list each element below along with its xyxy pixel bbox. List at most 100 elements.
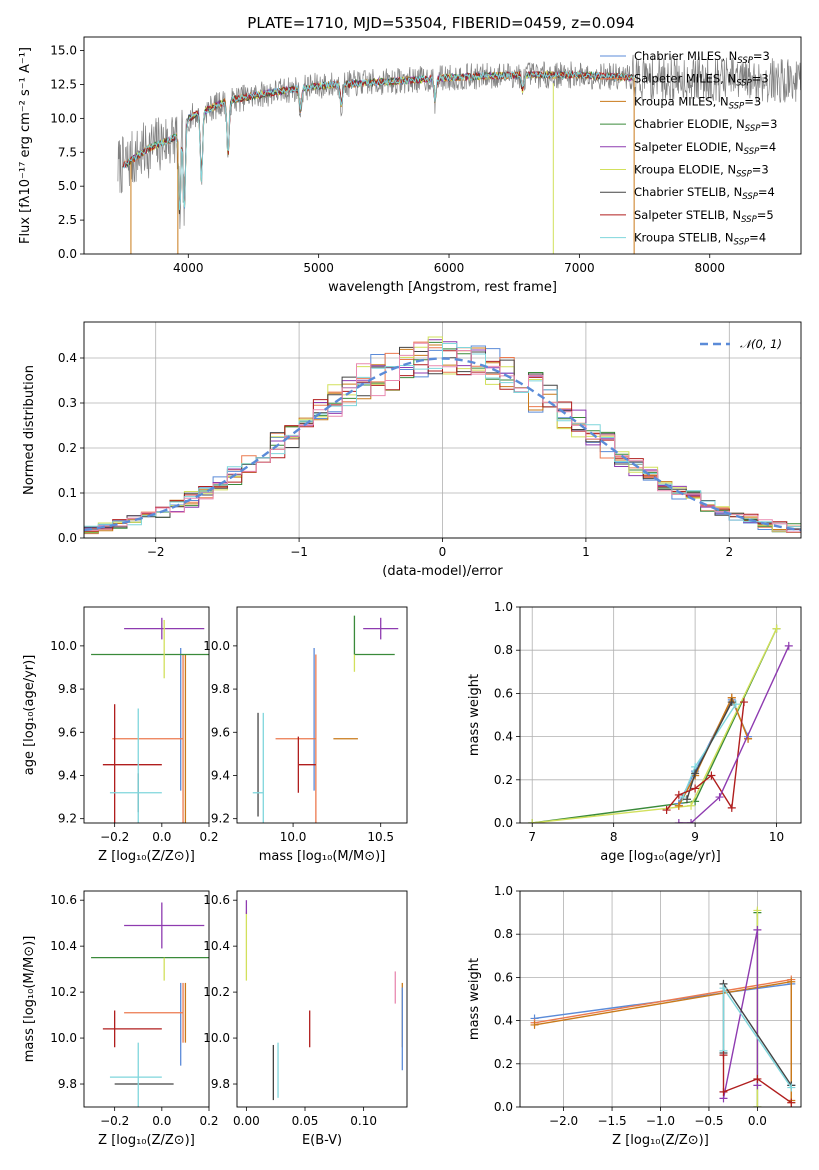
series-marker xyxy=(662,806,671,815)
y-tick-label: 9.4 xyxy=(58,768,77,782)
series-marker xyxy=(530,1020,539,1029)
legend-entry: Kroupa ELODIE, NSSP=3 xyxy=(634,163,769,180)
series-chabrier-stelib xyxy=(682,698,736,804)
legend-entry-equals: = xyxy=(752,72,762,86)
axes-frame xyxy=(83,606,210,824)
legend-entry-prefix: , N xyxy=(726,185,742,199)
panel-mass_vs_EBV: 0.00 0.05 0.10 9.8 10.0 10.2 10.4 10.6 E(B-V) xyxy=(203,890,408,1148)
plot-area-residuals xyxy=(84,336,801,538)
x-tick-label: 5000 xyxy=(303,261,334,275)
legend-entry: Chabrier MILES, NSSP=3 xyxy=(634,49,770,66)
legend-entry-prefix: , N xyxy=(729,117,745,131)
legend-entry: Kroupa STELIB, NSSP=4 xyxy=(634,231,766,248)
series-salpeter-miles xyxy=(530,975,796,1107)
legend-entry: Salpeter ELODIE, NSSP=4 xyxy=(634,140,776,157)
series-marker xyxy=(687,801,696,810)
y-tick-label: 9.8 xyxy=(58,682,77,696)
legend-entry-subscript: SSP xyxy=(734,238,750,248)
y-tick-label: 15.0 xyxy=(50,44,77,58)
x-tick-label: 2 xyxy=(725,545,733,559)
errorbar-point xyxy=(102,704,162,823)
legend-entry-subscript: SSP xyxy=(742,192,758,202)
y-tick-label: 0.4 xyxy=(494,1014,513,1028)
series-marker xyxy=(727,803,736,812)
x-tick-label: 0.10 xyxy=(350,1114,377,1128)
y-tick-label: 10.4 xyxy=(203,939,230,953)
y-axis-label: Flux [fλ10⁻¹⁷ erg cm⁻² s⁻¹ A⁻¹] xyxy=(18,47,33,244)
panel-spectrum: 4000 5000 6000 7000 8000 0.0 2.5 5.0 7.5 10.0 12.5… xyxy=(18,36,802,295)
series-line xyxy=(666,701,745,811)
x-tick-label: 0.0 xyxy=(748,1114,767,1128)
y-axis-label: age [log₁₀(age/yr)] xyxy=(22,655,37,776)
series-marker xyxy=(753,1103,762,1107)
y-tick-label: 9.8 xyxy=(58,1077,77,1091)
legend-entry-subscript: SSP xyxy=(744,147,760,157)
y-axis-label: Normed distribution xyxy=(22,365,37,495)
errorbar-point xyxy=(102,1010,162,1048)
y-tick-label: 0.2 xyxy=(58,441,77,455)
y-tick-label: 5.0 xyxy=(58,179,77,193)
axes-frame xyxy=(83,321,802,539)
series-salpeter-stelib xyxy=(662,698,748,815)
axes-frame xyxy=(83,890,210,1108)
series-marker xyxy=(707,771,716,780)
x-tick-label: −1 xyxy=(290,545,308,559)
y-axis-label: mass weight xyxy=(467,674,482,756)
x-tick-label: −2.0 xyxy=(549,1114,578,1128)
y-tick-label: 0.0 xyxy=(58,531,77,545)
errorbar-point xyxy=(109,1042,162,1107)
legend-entry-equals: = xyxy=(749,231,759,245)
x-axis-label: Z [log₁₀(Z/Z⊙)] xyxy=(98,1133,195,1148)
series-kroupa-stelib xyxy=(678,700,740,802)
legend-entry-equals: = xyxy=(752,163,762,177)
x-axis-label: Z [log₁₀(Z/Z⊙)] xyxy=(612,1133,709,1148)
series-marker xyxy=(753,1074,762,1083)
x-axis-label: (data-model)/error xyxy=(382,564,503,579)
legend-entry-name: Salpeter MILES xyxy=(634,72,720,86)
legend-entry: Chabrier ELODIE, NSSP=3 xyxy=(634,117,777,134)
x-tick-label: 0 xyxy=(439,545,447,559)
legend-entry-prefix: , N xyxy=(713,94,729,108)
errorbar-point xyxy=(124,982,184,1043)
y-tick-label: 0.1 xyxy=(58,486,77,500)
series-marker xyxy=(674,819,683,823)
legend-entry: Salpeter MILES, NSSP=3 xyxy=(634,72,769,89)
y-tick-label: 9.6 xyxy=(211,725,230,739)
y-tick-label: 9.2 xyxy=(58,812,77,826)
legend-entry-prefix: , N xyxy=(720,163,736,177)
y-tick-label: 1.0 xyxy=(494,600,513,614)
legend-entry-subscript: SSP xyxy=(737,56,753,66)
model-line-kroupa-stelib xyxy=(122,70,635,211)
legend-entry-count: 4 xyxy=(769,140,776,154)
series-marker xyxy=(731,700,740,709)
series-line xyxy=(534,983,792,1086)
errorbar-point xyxy=(363,617,399,640)
y-tick-label: 0.4 xyxy=(494,730,513,744)
x-tick-label: 10 xyxy=(769,830,784,844)
y-tick-label: 10.0 xyxy=(50,111,77,125)
axes-frame xyxy=(236,890,408,1108)
series-marker xyxy=(787,977,796,986)
legend-entry-equals: = xyxy=(753,49,763,63)
legend-entry-prefix: , N xyxy=(725,208,741,222)
series-marker xyxy=(528,819,537,823)
x-tick-label: 9 xyxy=(691,830,699,844)
y-axis-label: mass weight xyxy=(467,958,482,1040)
y-tick-label: 2.5 xyxy=(58,213,77,227)
x-tick-label: 0.0 xyxy=(152,830,171,844)
x-axis-label: mass [log₁₀(M/M⊙)] xyxy=(259,849,386,864)
y-axis-label: mass [log₁₀(M/M⊙)] xyxy=(22,936,37,1063)
x-tick-label: −1.0 xyxy=(646,1114,675,1128)
y-tick-label: 9.8 xyxy=(211,682,230,696)
y-tick-label: 0.0 xyxy=(58,247,77,261)
x-axis-label: Z [log₁₀(Z/Z⊙)] xyxy=(98,849,195,864)
legend-entry-count: 3 xyxy=(763,49,770,63)
legend-entry-name: Kroupa MILES xyxy=(634,94,713,108)
axes-frame xyxy=(519,890,802,1108)
panel-mass_vs_Z: −0.2 0.0 0.2 9.8 10.0 10.2 10.4 10.6 Z [log₁₀(Z/… xyxy=(22,890,219,1148)
x-tick-label: 0.00 xyxy=(233,1114,260,1128)
y-tick-label: 0.6 xyxy=(494,970,513,984)
series-marker xyxy=(719,984,728,993)
series-marker xyxy=(772,624,781,633)
